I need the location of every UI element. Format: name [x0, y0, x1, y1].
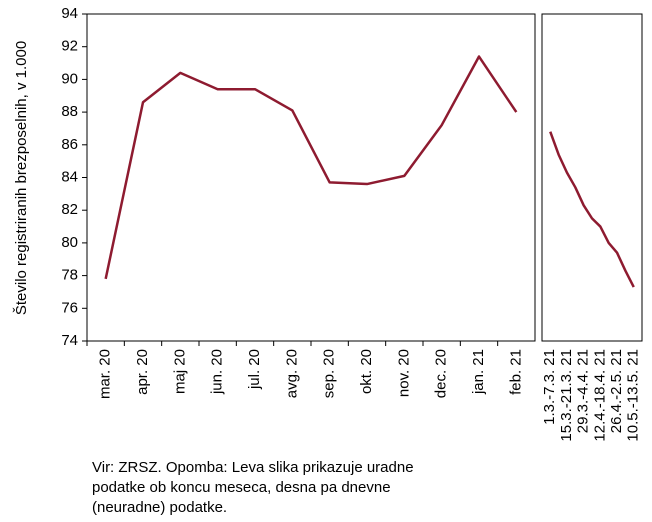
y-tick-label: 80 — [61, 234, 78, 251]
plot-frame — [86, 13, 536, 342]
y-tick-label: 76 — [61, 299, 78, 316]
y-tick-label: 88 — [61, 103, 78, 120]
x-tick-label: mar. 20 — [97, 349, 114, 399]
x-tick-label: 15.3.-21.3. 21 — [558, 349, 575, 442]
y-tick-label: 92 — [61, 38, 78, 55]
x-tick-label: sep. 20 — [321, 349, 338, 398]
y-tick-label: 82 — [61, 201, 78, 218]
x-tick-label: maj 20 — [171, 349, 188, 394]
y-tick-label: 90 — [61, 70, 78, 87]
note: Vir: ZRSZ. Opomba: Leva slika prikazuje … — [92, 458, 414, 518]
note-line: (neuradne) podatke. — [92, 499, 228, 516]
plot-frame — [541, 13, 643, 342]
x-tick-label: feb. 21 — [507, 349, 524, 395]
x-tick-label: okt. 20 — [358, 349, 375, 394]
x-tick-label: jul. 20 — [246, 349, 263, 390]
x-tick-label: 29.3.-4.4. 21 — [575, 349, 592, 433]
x-tick-label: jun. 20 — [209, 349, 226, 395]
y-tick-label: 74 — [61, 332, 78, 349]
y-axis-label: Število registriranih brezposelnih, v 1.… — [13, 41, 30, 315]
y-tick-label: 86 — [61, 136, 78, 153]
x-tick-label: avg. 20 — [283, 349, 300, 398]
note-line: podatke ob koncu meseca, desna pa dnevne — [92, 479, 391, 496]
x-tick-label: jan. 21 — [470, 349, 487, 395]
x-tick-label: apr. 20 — [134, 349, 151, 395]
line — [104, 55, 518, 280]
y-tick-label: 84 — [61, 168, 78, 185]
x-tick-label: 26.4.-2.5. 21 — [608, 349, 625, 433]
x-tick-label: 12.4.-18.4. 21 — [591, 349, 608, 442]
y-tick-label: 78 — [61, 267, 78, 284]
x-tick-label: dec. 20 — [433, 349, 450, 398]
x-tick-label: 1.3.-7.3. 21 — [541, 349, 558, 425]
line — [549, 131, 635, 288]
x-tick-label: 10.5.-13.5. 21 — [625, 349, 642, 442]
note-line: Vir: ZRSZ. Opomba: Leva slika prikazuje … — [92, 459, 414, 476]
y-tick-label: 94 — [61, 5, 78, 22]
x-tick-label: nov. 20 — [395, 349, 412, 397]
